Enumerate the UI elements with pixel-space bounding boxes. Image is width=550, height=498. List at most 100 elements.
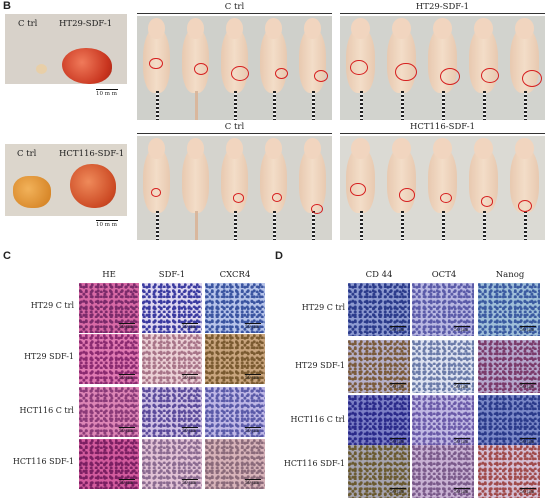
panel-c-row-1: HT29 C trl xyxy=(30,301,74,310)
ihc-tile-c-r2-c2 xyxy=(142,334,202,384)
mouse-tail xyxy=(441,90,445,120)
mouse-tail xyxy=(400,90,404,120)
mice-photo-top-ctrl xyxy=(137,16,332,120)
tile-scale-label: 50 μm xyxy=(119,481,134,486)
tumor-photo-top: C trl HT29-SDF-1 xyxy=(5,14,127,84)
tumor-circle xyxy=(148,57,163,70)
mouse-head xyxy=(515,18,534,39)
tile-scale-bar xyxy=(390,326,406,327)
mouse-tail xyxy=(523,90,527,120)
tile-scale-bar xyxy=(390,383,406,384)
tumor-circle xyxy=(193,62,208,75)
ihc-tile-d-r1-c3 xyxy=(478,283,540,336)
ihc-tile-c-r3-c2 xyxy=(142,387,202,437)
tile-scale-bar xyxy=(454,438,470,439)
mouse-tail xyxy=(233,210,237,240)
tumor-circle xyxy=(230,65,249,82)
mouse-tail xyxy=(155,210,159,240)
mouse-head xyxy=(225,18,244,39)
mouse-tail xyxy=(155,90,159,120)
tile-scale-label: 50 μm xyxy=(119,325,134,330)
mouse-head xyxy=(264,138,283,159)
ihc-tile-c-r1-c1 xyxy=(79,283,139,333)
mouse-tail xyxy=(194,210,198,240)
mouse-tail xyxy=(359,90,363,120)
mouse-tail xyxy=(482,90,486,120)
mouse-tail xyxy=(441,210,445,240)
tile-scale-bar xyxy=(245,374,261,375)
scale-bar-top xyxy=(96,89,118,90)
mouse-head xyxy=(351,138,370,159)
tile-scale-label: 50 μm xyxy=(454,328,469,333)
panel-b-label: B xyxy=(3,0,11,12)
panel-c-col-cxcr4: CXCR4 xyxy=(219,270,251,280)
mouse-head xyxy=(147,138,166,159)
panel-d-col-cd44: CD 44 xyxy=(365,270,393,280)
tumor-circle xyxy=(440,193,453,204)
tile-scale-bar xyxy=(454,488,470,489)
tumor-circle xyxy=(150,188,161,197)
tile-scale-label: 50 μm xyxy=(182,376,197,381)
tile-scale-label: 50 μm xyxy=(454,440,469,445)
ihc-tile-d-r4-c1 xyxy=(348,445,410,498)
ihc-tile-d-r2-c2 xyxy=(412,340,474,393)
ihc-tile-c-r1-c2 xyxy=(142,283,202,333)
mouse-tail xyxy=(311,210,315,240)
ihc-tile-c-r3-c1 xyxy=(79,387,139,437)
panel-d-col-oct4: OCT4 xyxy=(431,270,457,280)
tumor-circle xyxy=(518,200,533,213)
tile-scale-label: 50 μm xyxy=(182,325,197,330)
mouse-tail xyxy=(233,90,237,120)
mouse-head xyxy=(147,18,166,39)
mouse-head xyxy=(392,138,411,159)
ihc-tile-c-r4-c1 xyxy=(79,439,139,489)
tile-scale-bar xyxy=(390,438,406,439)
panel-d-row-4: HCT116 SDF-1 xyxy=(283,459,345,468)
mouse-tail xyxy=(272,210,276,240)
mouse-head xyxy=(351,18,370,39)
tile-scale-label: 50 μm xyxy=(390,328,405,333)
tile-scale-bar xyxy=(454,383,470,384)
tile-scale-bar xyxy=(119,479,135,480)
mouse-tail xyxy=(400,210,404,240)
mouse xyxy=(220,28,249,93)
tile-scale-bar xyxy=(245,323,261,324)
mouse xyxy=(259,148,288,213)
tile-scale-label: 50 μm xyxy=(454,490,469,495)
sdf-tumor-hct xyxy=(70,164,116,208)
tile-scale-bar xyxy=(119,323,135,324)
mouse-head xyxy=(225,138,244,159)
tile-scale-bar xyxy=(119,427,135,428)
mouse xyxy=(298,148,327,213)
tumor-top-ctrl-label: C trl xyxy=(18,19,38,29)
mouse xyxy=(387,148,416,213)
tumor-circle xyxy=(350,59,369,75)
tumor-circle xyxy=(314,70,329,82)
tumor-circle xyxy=(522,70,543,88)
tile-scale-label: 50 μm xyxy=(390,440,405,445)
tumor-circle xyxy=(481,68,500,84)
tumor-bottom-ctrl-label: C trl xyxy=(17,149,37,159)
ihc-tile-d-r3-c3 xyxy=(478,395,540,448)
tile-scale-label: 50 μm xyxy=(245,481,260,486)
panel-d-col-nanog: Nanog xyxy=(495,270,525,280)
tumor-circle xyxy=(271,193,282,202)
tile-scale-bar xyxy=(520,326,536,327)
mouse-tail xyxy=(194,90,198,120)
tile-scale-bar xyxy=(182,323,198,324)
ihc-tile-c-r2-c3 xyxy=(205,334,265,384)
tile-scale-label: 50 μm xyxy=(245,376,260,381)
mouse-head xyxy=(186,138,205,159)
tile-scale-bar xyxy=(182,374,198,375)
mouse xyxy=(346,148,375,213)
tile-scale-bar xyxy=(390,488,406,489)
tumor-circle xyxy=(275,68,289,80)
tile-scale-bar xyxy=(454,326,470,327)
mouse-head xyxy=(303,138,322,159)
tile-scale-bar xyxy=(119,374,135,375)
tumor-circle xyxy=(440,68,461,85)
mouse xyxy=(181,148,210,213)
panel-c-col-he: HE xyxy=(102,270,116,280)
panel-c-label: C xyxy=(3,250,11,262)
mouse-head xyxy=(474,138,493,159)
